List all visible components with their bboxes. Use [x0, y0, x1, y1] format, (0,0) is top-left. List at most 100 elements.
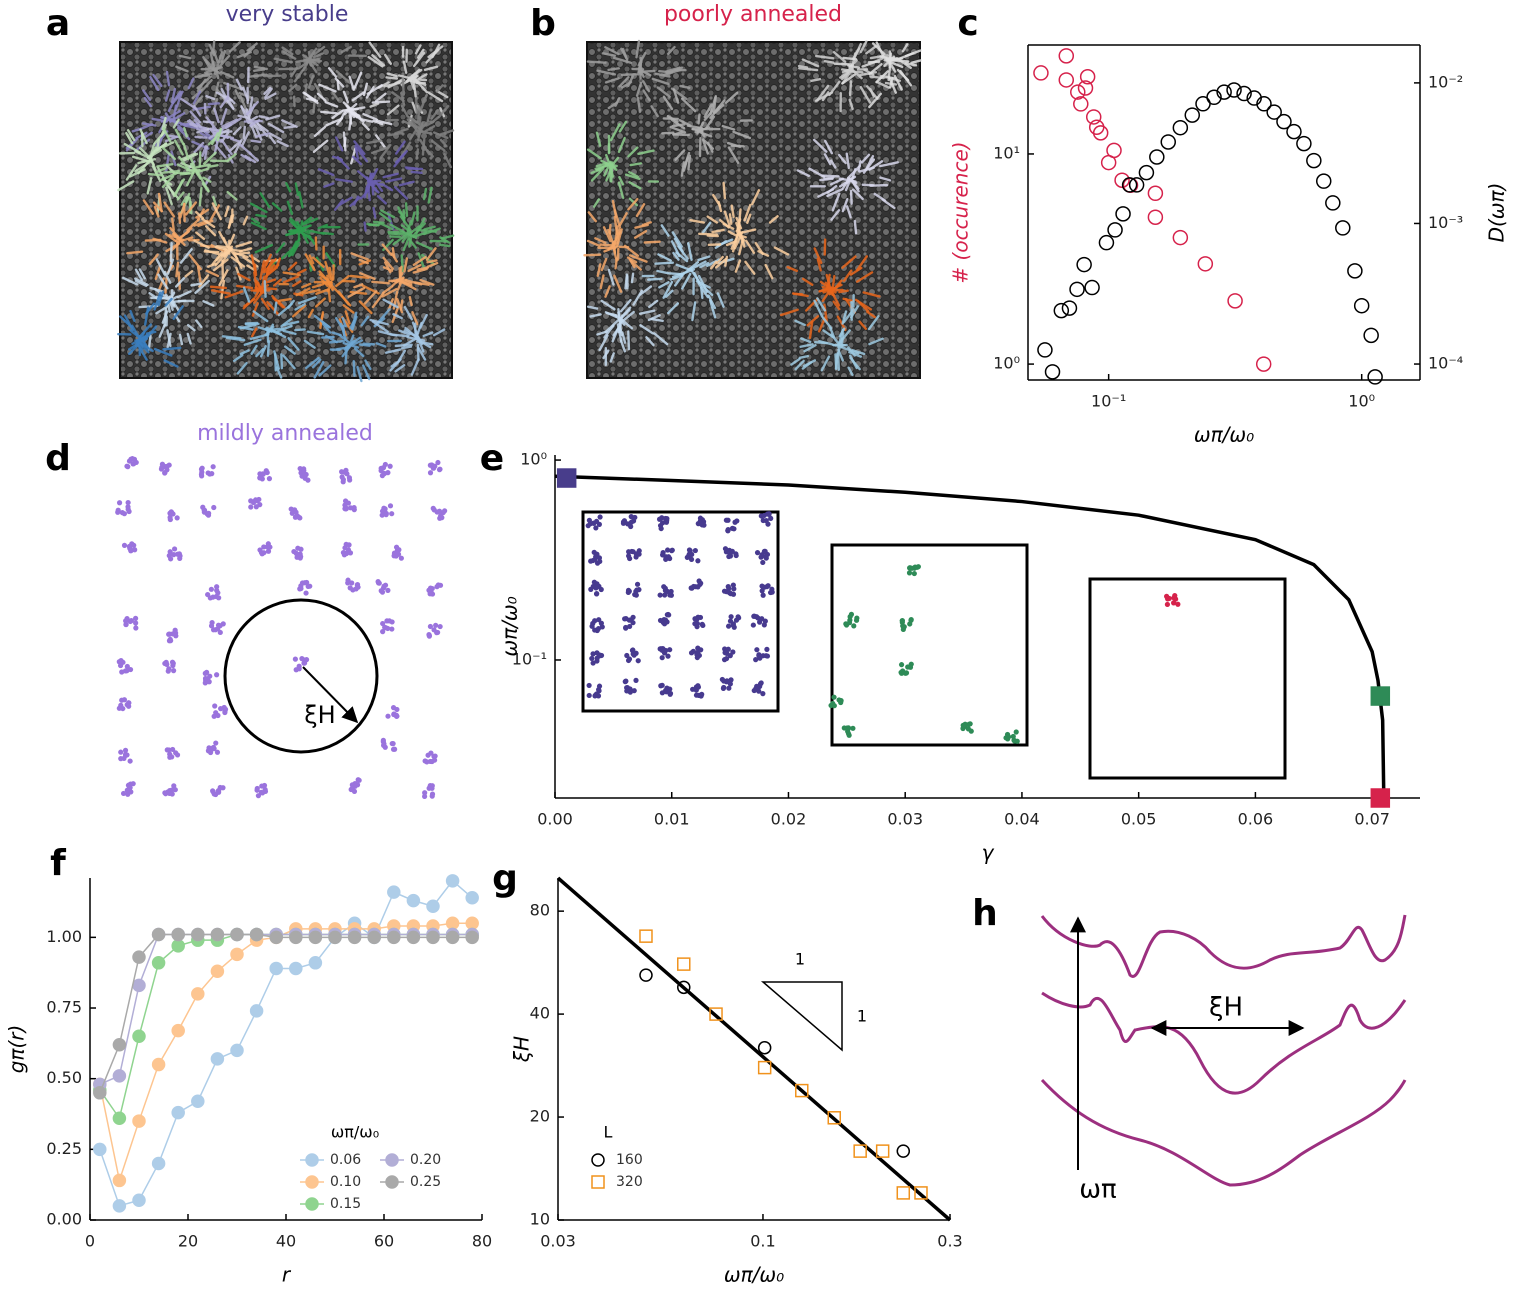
particle	[131, 461, 137, 467]
particle	[125, 504, 131, 510]
streak	[127, 342, 140, 351]
particle	[432, 753, 438, 759]
streak	[275, 257, 282, 269]
streak	[185, 201, 198, 216]
streak	[331, 109, 344, 120]
particle	[686, 547, 693, 553]
marker	[210, 964, 225, 979]
streak	[287, 299, 295, 309]
particle	[630, 614, 636, 620]
particle	[380, 737, 386, 743]
particle	[429, 785, 435, 791]
particle	[730, 621, 737, 627]
streak	[699, 262, 710, 269]
particle	[628, 523, 634, 530]
streak	[214, 81, 220, 98]
streak	[406, 118, 419, 133]
y-tick-label: 10⁰	[520, 450, 547, 469]
streak	[331, 91, 340, 102]
streak	[155, 305, 168, 315]
marker	[1058, 48, 1075, 64]
marker	[406, 893, 421, 908]
streak	[209, 204, 221, 222]
streak	[609, 352, 615, 363]
streak	[841, 197, 849, 213]
particle	[695, 584, 701, 590]
particle	[170, 746, 176, 753]
streak	[215, 91, 234, 102]
streak	[657, 253, 672, 262]
particle	[764, 584, 770, 590]
marker	[1276, 113, 1292, 130]
streak	[250, 139, 262, 144]
streak	[426, 261, 439, 268]
particle	[382, 461, 388, 468]
streak	[628, 181, 642, 190]
streak	[242, 125, 246, 140]
streak	[754, 241, 764, 255]
particle	[167, 754, 173, 760]
y-axis-label: ξH	[510, 1036, 534, 1063]
marker	[1370, 788, 1391, 808]
streak	[402, 234, 411, 252]
streak	[656, 269, 669, 275]
streak	[166, 184, 180, 200]
marker	[1296, 135, 1312, 152]
particle	[121, 511, 127, 517]
streak	[638, 309, 656, 315]
particle	[167, 516, 173, 523]
marker	[896, 1144, 911, 1158]
streak	[602, 226, 612, 243]
streak	[721, 124, 736, 131]
particle	[210, 464, 216, 470]
particle	[625, 589, 631, 595]
streak	[318, 83, 337, 93]
particle	[660, 645, 666, 652]
streak	[216, 51, 224, 68]
streak	[148, 253, 159, 266]
particle	[428, 750, 434, 756]
streak	[278, 297, 292, 303]
particle	[164, 467, 170, 473]
particle	[171, 552, 177, 558]
streak	[423, 65, 439, 72]
streak	[645, 336, 655, 347]
particle	[694, 624, 700, 630]
streak	[618, 120, 628, 133]
streak	[336, 79, 340, 91]
y-tick-label: 0.25	[46, 1139, 82, 1158]
series-line	[556, 876, 952, 1222]
particle	[172, 787, 178, 793]
streak	[178, 54, 192, 60]
x-tick-label: 0.04	[1004, 810, 1040, 829]
particle	[593, 525, 599, 531]
streak	[166, 258, 175, 275]
streak	[145, 330, 157, 335]
marker	[1085, 109, 1102, 125]
streak	[288, 83, 298, 93]
streak	[265, 264, 276, 274]
streak	[408, 129, 417, 141]
marker	[677, 957, 691, 971]
image-title: very stable	[226, 2, 349, 27]
particle	[293, 667, 299, 673]
streak	[312, 52, 324, 59]
streak	[681, 272, 692, 290]
streak	[350, 252, 369, 261]
streak	[910, 59, 922, 65]
streak	[255, 132, 270, 138]
streak	[849, 305, 860, 319]
streak	[144, 306, 150, 326]
streak	[383, 261, 392, 274]
streak	[725, 240, 737, 247]
streak	[394, 343, 413, 348]
particle	[431, 627, 437, 633]
particle	[266, 476, 273, 482]
streak	[186, 323, 196, 332]
streak	[398, 329, 411, 336]
streak	[849, 189, 853, 205]
particle	[426, 633, 432, 639]
particle	[127, 758, 133, 764]
inset-frame	[830, 543, 1029, 747]
marker	[1172, 229, 1189, 246]
